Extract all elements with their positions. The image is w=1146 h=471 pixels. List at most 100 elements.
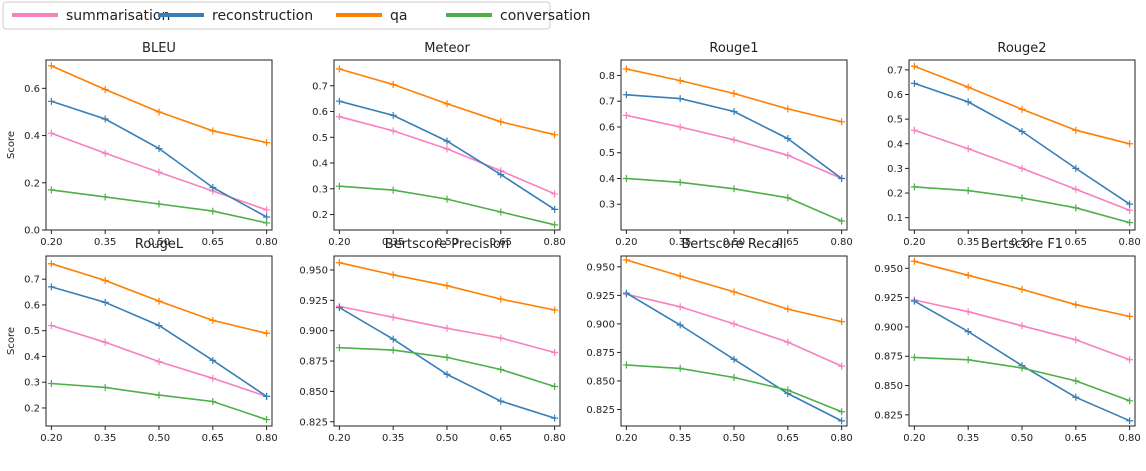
panel-title: Meteor — [424, 41, 470, 56]
data-point-qa — [101, 86, 109, 94]
axes-frame — [620, 59, 848, 231]
y-tick-label: 0.4 — [887, 139, 903, 150]
axes-frame — [45, 255, 273, 427]
data-point-conversation — [784, 386, 792, 394]
data-point-qa — [389, 271, 397, 279]
data-point-summarisation — [1126, 356, 1134, 364]
data-point-conversation — [497, 366, 505, 374]
x-tick-label: 0.80 — [255, 433, 277, 444]
x-tick-label: 0.50 — [1011, 237, 1033, 248]
y-axis-label: Score — [6, 131, 17, 159]
data-point-summarisation — [101, 338, 109, 346]
data-point-qa — [497, 295, 505, 303]
data-point-reconstruction — [1126, 200, 1134, 208]
panel-title: RougeL — [135, 237, 184, 252]
data-point-summarisation — [910, 126, 918, 134]
y-axis-label: Score — [6, 327, 17, 355]
legend-frame — [2, 1, 551, 30]
data-point-reconstruction — [263, 213, 271, 221]
x-tick-label: 0.20 — [40, 433, 62, 444]
y-tick-label: 0.825 — [874, 410, 903, 421]
x-tick-label: 0.50 — [723, 237, 745, 248]
series-line-reconstruction — [339, 100, 556, 211]
data-point-qa — [263, 329, 271, 337]
panel-title: Bertscore F1 — [981, 237, 1063, 252]
data-point-conversation — [784, 194, 792, 202]
data-point-qa — [622, 65, 630, 73]
y-tick-label: 0.5 — [24, 326, 40, 337]
x-tick-label: 0.80 — [543, 237, 565, 248]
y-tick-label: 0.4 — [312, 159, 328, 170]
y-tick-label: 0.5 — [312, 133, 328, 144]
axes-frame — [333, 59, 561, 231]
data-point-conversation — [730, 185, 738, 193]
data-point-reconstruction — [335, 97, 343, 105]
data-point-conversation — [676, 178, 684, 186]
y-tick-label: 0.825 — [299, 417, 328, 428]
data-point-summarisation — [730, 136, 738, 144]
y-tick-label: 0.875 — [299, 357, 328, 368]
series-line-reconstruction — [914, 300, 1130, 422]
data-point-conversation — [964, 356, 972, 364]
axes-frame — [908, 59, 1136, 231]
x-tick-label: 0.35 — [669, 237, 691, 248]
data-point-qa — [551, 131, 559, 139]
y-tick-label: 0.4 — [24, 352, 40, 363]
y-tick-label: 0.900 — [586, 319, 615, 330]
y-tick-label: 0.6 — [887, 90, 903, 101]
data-point-summarisation — [784, 151, 792, 159]
y-tick-label: 0.6 — [599, 122, 615, 133]
data-point-summarisation — [155, 168, 163, 176]
y-tick-label: 0.925 — [874, 293, 903, 304]
data-point-qa — [910, 257, 918, 265]
data-point-reconstruction — [389, 111, 397, 119]
series-line-summarisation — [339, 115, 555, 195]
legend-label-qa: qa — [390, 8, 407, 24]
data-point-conversation — [101, 193, 109, 201]
data-point-reconstruction — [443, 137, 451, 145]
data-point-conversation — [101, 383, 109, 391]
data-point-qa — [676, 272, 684, 280]
data-point-reconstruction — [47, 97, 55, 105]
data-point-summarisation — [551, 190, 559, 198]
data-point-reconstruction — [676, 321, 684, 329]
data-point-qa — [209, 127, 217, 135]
panel-rougel: RougeL Score 0.20 0.35 0.50 0.65 0.80 0.2 0.3 0.4… — [6, 237, 278, 444]
y-tick-label: 0.2 — [312, 210, 328, 221]
legend-label-conversation: conversation — [500, 8, 590, 24]
data-point-reconstruction — [784, 135, 792, 143]
panel-bertscore-recall: Bertscore Recall 0.20 0.35 0.50 0.65 0.80 0.82… — [586, 237, 852, 444]
y-tick-label: 0.5 — [599, 148, 615, 159]
series-line-reconstruction — [51, 100, 267, 218]
data-point-summarisation — [1018, 322, 1026, 330]
data-point-reconstruction — [551, 414, 559, 422]
x-tick-label: 0.80 — [543, 433, 565, 444]
data-point-qa — [443, 282, 451, 290]
x-tick-label: 0.50 — [436, 237, 458, 248]
data-point-conversation — [443, 195, 451, 203]
data-point-conversation — [263, 416, 271, 424]
panel-bertscore-precision: Bertscore Precision 0.20 0.35 0.50 0.65 0.80 0… — [299, 237, 565, 444]
x-tick-label: 0.20 — [328, 237, 350, 248]
x-tick-label: 0.35 — [957, 433, 979, 444]
data-point-qa — [622, 256, 630, 264]
data-point-conversation — [1018, 364, 1026, 372]
data-point-reconstruction — [1018, 127, 1026, 135]
data-point-reconstruction — [1072, 393, 1080, 401]
data-point-conversation — [389, 186, 397, 194]
data-point-conversation — [622, 361, 630, 369]
panel-title: Rouge1 — [709, 41, 758, 56]
data-point-qa — [155, 108, 163, 116]
data-point-summarisation — [676, 123, 684, 131]
x-tick-label: 0.20 — [903, 433, 925, 444]
legend-label-summarisation: summarisation — [66, 8, 170, 24]
y-tick-label: 0.7 — [24, 275, 40, 286]
data-point-reconstruction — [730, 355, 738, 363]
series-line-conversation — [339, 185, 555, 226]
y-tick-label: 0.7 — [312, 81, 328, 92]
x-tick-label: 0.35 — [957, 237, 979, 248]
data-point-conversation — [551, 383, 559, 391]
data-point-reconstruction — [964, 328, 972, 336]
y-tick-label: 0.875 — [874, 352, 903, 363]
data-point-qa — [910, 62, 918, 70]
